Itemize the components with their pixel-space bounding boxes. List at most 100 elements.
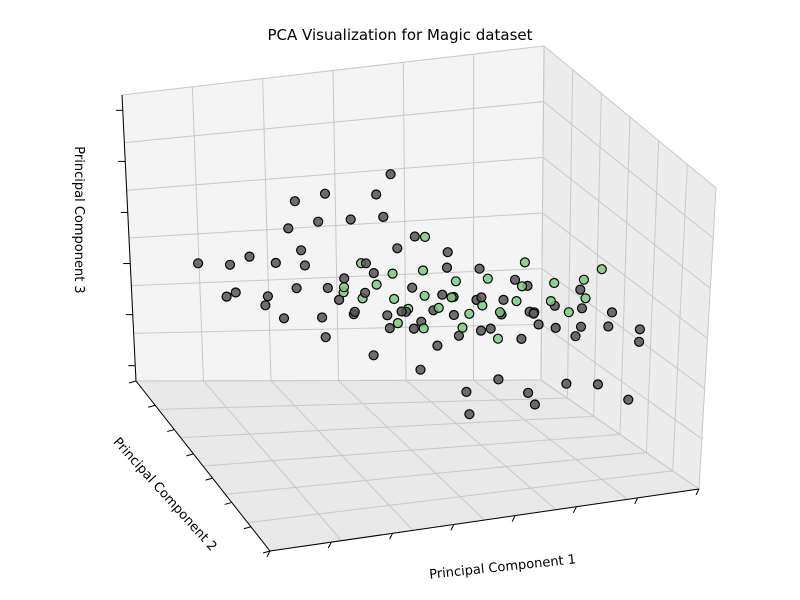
gridline-z — [121, 45, 545, 96]
scatter-point-series-0 — [371, 189, 382, 200]
scatter-point-series-0 — [575, 321, 587, 332]
scatter-point-series-0 — [360, 258, 371, 269]
scatter-point-series-0 — [474, 263, 485, 274]
y-tick — [148, 404, 156, 408]
scatter-point-series-0 — [349, 306, 360, 317]
z-axis-label: Principal Component 3 — [71, 146, 86, 293]
y-tick — [262, 550, 271, 554]
gridline-z-right — [543, 45, 717, 189]
scatter-point-series-0 — [392, 243, 403, 254]
scatter-point-series-0 — [407, 282, 418, 293]
scatter-point-series-1 — [563, 307, 574, 318]
scatter-point-series-0 — [360, 287, 371, 298]
gridline-z-right — [543, 101, 714, 239]
y-axis-line — [135, 380, 271, 552]
scatter-point-series-0 — [368, 350, 379, 361]
scatter-point-series-0 — [461, 386, 472, 397]
scatter-point-series-1 — [578, 274, 590, 285]
scatter-point-series-1 — [450, 276, 461, 287]
scatter-point-series-0 — [475, 325, 487, 336]
scatter-point-series-1 — [419, 231, 431, 242]
scatter-point-series-0 — [529, 399, 541, 410]
scatter-point-series-0 — [221, 291, 232, 302]
scatter-point-series-1 — [387, 268, 398, 279]
scatter-point-series-1 — [596, 264, 607, 275]
scatter-point-series-0 — [270, 257, 281, 268]
scatter-point-series-1 — [418, 323, 429, 334]
scatter-point-series-0 — [576, 303, 588, 314]
scatter-point-series-1 — [492, 333, 504, 344]
scatter-point-series-0 — [533, 319, 544, 330]
x-tick — [634, 497, 639, 505]
scatter-point-series-1 — [419, 290, 430, 301]
x-axis-label: Principal Component 1 — [429, 552, 577, 582]
gridline-y-wall — [698, 187, 717, 490]
scatter-point-series-1 — [433, 302, 444, 313]
gridline-x — [540, 379, 700, 490]
scatter-point-series-0 — [453, 330, 464, 341]
scatter-point-series-1 — [457, 322, 468, 333]
scatter-point-series-0 — [244, 251, 255, 262]
scatter-point-series-1 — [417, 265, 429, 276]
y-tick — [128, 380, 137, 384]
scatter-point-series-0 — [476, 292, 487, 303]
scatter-point-series-0 — [319, 188, 331, 199]
scatter-point-series-1 — [516, 281, 528, 292]
scatter-point-series-0 — [296, 245, 307, 256]
scatter-points — [193, 169, 646, 420]
scatter-point-series-0 — [396, 306, 407, 317]
scatter-point-series-0 — [385, 169, 396, 180]
scatter-point-series-0 — [291, 283, 302, 294]
scatter-point-series-0 — [408, 323, 419, 334]
pane-back-right — [541, 46, 716, 489]
scatter-point-series-0 — [224, 259, 236, 270]
scatter-point-series-0 — [561, 378, 572, 389]
scatter-point-series-0 — [299, 260, 310, 271]
scatter-point-series-1 — [511, 296, 522, 307]
scatter-point-series-0 — [528, 308, 539, 319]
scatter-point-series-0 — [320, 332, 331, 343]
x-tick — [695, 488, 700, 496]
scatter-point-series-1 — [371, 279, 382, 290]
scatter-point-series-1 — [389, 293, 400, 305]
scatter-point-series-0 — [575, 284, 586, 295]
scatter-point-series-0 — [278, 313, 290, 324]
scatter-point-series-0 — [485, 323, 496, 334]
x-tick — [327, 541, 332, 549]
scatter-point-series-0 — [442, 247, 453, 258]
scatter-point-series-1 — [545, 296, 557, 307]
scatter-point-series-0 — [570, 331, 581, 342]
pane-floor — [136, 380, 699, 551]
scatter-point-series-0 — [322, 282, 333, 294]
scatter-point-series-0 — [633, 336, 645, 347]
scatter-point-series-0 — [493, 374, 504, 385]
scatter-point-series-0 — [437, 289, 448, 300]
scatter-point-series-0 — [260, 300, 271, 311]
x-axis-line — [269, 488, 700, 552]
scatter-point-series-0 — [606, 307, 618, 318]
scatter-point-series-0 — [441, 262, 453, 273]
scatter-point-series-0 — [378, 211, 389, 222]
scatter-point-series-0 — [334, 294, 345, 305]
y-tick — [205, 477, 213, 481]
scatter-point-series-0 — [509, 274, 521, 285]
scatter-point-series-0 — [384, 323, 395, 334]
scatter-point-series-0 — [317, 312, 328, 323]
scatter-point-series-1 — [494, 307, 506, 318]
chart-title: PCA Visualization for Magic dataset — [267, 26, 532, 44]
z-axis-line — [121, 94, 137, 382]
x-tick — [511, 515, 516, 522]
scatter-point-series-0 — [623, 394, 634, 405]
scatter-point-series-0 — [516, 333, 527, 344]
scatter-point-series-1 — [392, 318, 403, 329]
scatter-point-series-0 — [415, 364, 426, 375]
scatter-point-series-0 — [262, 291, 273, 302]
scatter-point-series-0 — [230, 287, 241, 298]
x-tick — [450, 524, 455, 531]
scatter-point-series-1 — [338, 282, 350, 293]
scatter-point-series-0 — [382, 310, 393, 321]
scatter-point-series-1 — [580, 293, 591, 304]
scatter-point-series-0 — [368, 268, 379, 279]
